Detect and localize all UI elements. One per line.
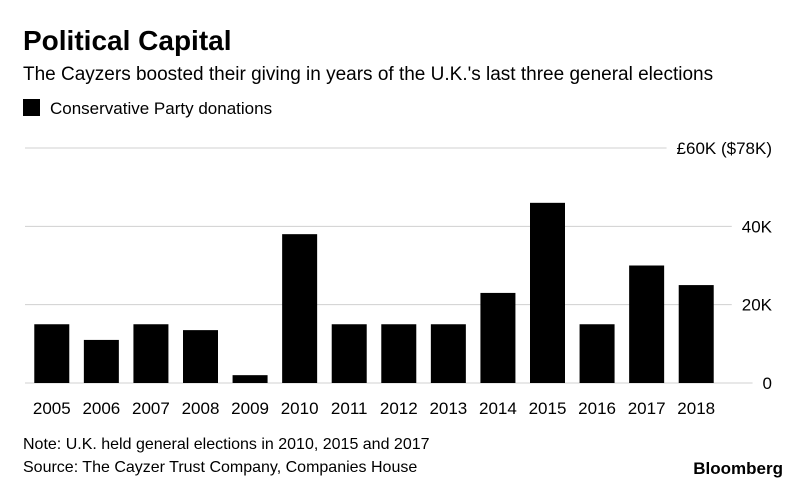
y-tick-label: 40K [742, 217, 773, 236]
bar [282, 234, 318, 383]
x-tick-label: 2008 [182, 399, 220, 418]
x-tick-label: 2009 [231, 399, 269, 418]
bar [381, 324, 417, 383]
y-tick-label: £60K ($78K) [677, 139, 772, 158]
x-tick-label: 2010 [281, 399, 319, 418]
x-tick-label: 2012 [380, 399, 418, 418]
bar [83, 339, 119, 383]
x-tick-label: 2015 [529, 399, 567, 418]
legend-label: Conservative Party donations [50, 99, 272, 118]
x-tick-label: 2006 [82, 399, 120, 418]
y-tick-label: 0 [763, 374, 772, 393]
y-tick-label: 20K [742, 296, 773, 315]
chart-subtitle: The Cayzers boosted their giving in year… [23, 64, 713, 85]
bar [133, 324, 169, 383]
bar [579, 324, 615, 383]
bar [430, 324, 466, 383]
bar [232, 375, 268, 383]
x-tick-label: 2017 [628, 399, 666, 418]
x-tick-label: 2018 [677, 399, 715, 418]
bar [331, 324, 367, 383]
note: Note: U.K. held general elections in 201… [23, 436, 430, 453]
bar [530, 202, 565, 383]
x-tick-label: 2013 [429, 399, 467, 418]
x-tick-label: 2007 [132, 399, 170, 418]
bar [678, 285, 714, 383]
x-tick-label: 2011 [331, 399, 368, 418]
bar [480, 292, 516, 383]
x-tick-label: 2005 [33, 399, 71, 418]
legend-swatch [23, 99, 40, 116]
source: Source: The Cayzer Trust Company, Compan… [23, 459, 417, 476]
bar [629, 265, 665, 383]
credit: Bloomberg [693, 459, 783, 478]
bar [183, 330, 218, 383]
x-tick-label: 2014 [479, 399, 517, 418]
x-tick-label: 2016 [578, 399, 616, 418]
chart-title: Political Capital [23, 25, 232, 56]
bar [34, 324, 70, 383]
